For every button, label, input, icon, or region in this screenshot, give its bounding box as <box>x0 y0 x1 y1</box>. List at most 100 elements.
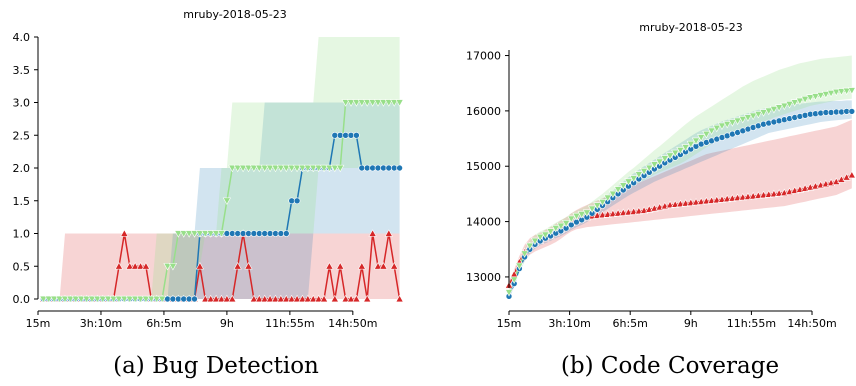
x-tick-label: 9h <box>684 317 698 330</box>
data-point-triangle-down <box>650 161 659 169</box>
data-point-triangle-up <box>842 173 851 181</box>
data-point-triangle-up <box>832 177 841 185</box>
axes: 0.0 0.5 1.0 1.5 2.0 2.5 3.0 3.5 4.0 15m 3h:10m 6h:5… <box>13 31 378 330</box>
data-point-triangle-down <box>357 99 366 107</box>
data-point-triangle-down <box>44 295 53 304</box>
data-point-triangle-down <box>346 99 356 107</box>
x-tick-label: 11h:55m <box>265 317 314 330</box>
data-point-triangle-down <box>158 295 167 304</box>
data-point-triangle-up <box>233 262 242 270</box>
data-point-triangle-up <box>603 210 612 218</box>
data-point-triangle-up <box>228 294 237 303</box>
chart-caption: (b) Code Coverage <box>561 353 779 379</box>
confidence-bands <box>509 55 852 300</box>
data-point-triangle-down <box>287 164 296 173</box>
data-point-triangle-down <box>373 99 383 107</box>
data-point-circle <box>396 164 403 172</box>
y-tick-label: 15000 <box>466 160 501 173</box>
chart-caption: (a) Bug Detection <box>113 353 319 379</box>
data-point-triangle-up <box>249 294 258 303</box>
confidence-band-triangle-up <box>43 233 400 299</box>
chart-title: mruby-2018-05-23 <box>639 21 742 34</box>
data-point-triangle-down <box>712 124 721 133</box>
data-point-triangle-up <box>759 190 768 199</box>
data-point-triangle-up <box>287 294 296 303</box>
data-point-triangle-down <box>697 134 706 142</box>
data-point-triangle-down <box>195 230 205 238</box>
data-point-triangle-down <box>71 295 80 304</box>
data-point-triangle-down <box>93 295 102 304</box>
data-point-triangle-down <box>769 106 779 114</box>
data-point-triangle-up <box>395 294 404 303</box>
data-point-triangle-down <box>66 295 75 304</box>
data-point-triangle-down <box>336 164 345 173</box>
data-point-circle <box>353 132 360 139</box>
data-point-triangle-down <box>125 295 134 304</box>
y-tick-label: 0.0 <box>13 293 31 306</box>
data-point-triangle-down <box>152 295 161 304</box>
data-point-triangle-up <box>255 294 264 303</box>
data-point-circle <box>282 230 290 237</box>
data-point-triangle-down <box>619 182 628 190</box>
data-point-triangle-down <box>222 197 232 205</box>
data-point-triangle-down <box>660 155 669 163</box>
data-point-triangle-down <box>98 295 107 304</box>
data-point-triangle-down <box>562 220 571 228</box>
chart-title: mruby-2018-05-23 <box>183 8 286 21</box>
data-point-triangle-down <box>780 102 789 111</box>
data-point-triangle-down <box>723 120 732 129</box>
data-point-triangle-up <box>608 209 618 218</box>
confidence-band-triangle-down <box>509 55 852 297</box>
data-point-triangle-down <box>39 295 48 304</box>
y-tick-label: 17000 <box>466 50 501 63</box>
data-point-triangle-up <box>379 262 388 270</box>
data-point-triangle-down <box>136 295 145 304</box>
data-point-triangle-up <box>769 189 779 198</box>
data-point-triangle-down <box>510 276 519 284</box>
data-point-triangle-up <box>201 294 210 303</box>
data-point-triangle-down <box>686 140 695 149</box>
data-point-triangle-down <box>743 114 753 122</box>
data-point-triangle-down <box>556 222 566 231</box>
y-tick-label: 13000 <box>466 271 501 284</box>
data-point-triangle-up <box>346 294 356 303</box>
data-point-triangle-up <box>217 294 226 303</box>
code-coverage-panel: mruby-2018-05-23 13000 14000 15000 16000 170… <box>466 21 856 379</box>
data-point-triangle-down <box>244 164 253 173</box>
data-point-triangle-down <box>147 295 156 304</box>
data-point-triangle-down <box>384 99 393 107</box>
confidence-band-circle <box>509 100 852 300</box>
data-point-triangle-down <box>60 295 70 304</box>
data-point-triangle-up <box>733 193 742 201</box>
data-point-triangle-up <box>691 197 701 206</box>
data-point-triangle-up <box>309 294 318 303</box>
data-point-triangle-down <box>821 91 830 99</box>
data-point-triangle-down <box>233 164 242 173</box>
data-point-triangle-down <box>691 137 701 145</box>
data-point-triangle-up <box>120 229 129 237</box>
x-tick-label: 14h:50m <box>787 317 836 330</box>
data-point-circle <box>169 295 177 303</box>
data-point-triangle-up <box>676 199 685 208</box>
data-point-triangle-up <box>384 229 393 237</box>
data-point-triangle-down <box>738 116 747 124</box>
y-tick-label: 14000 <box>466 216 501 229</box>
data-point-triangle-down <box>775 104 784 112</box>
data-point-triangle-down <box>707 127 716 136</box>
data-point-triangle-down <box>190 230 199 238</box>
data-point-triangle-down <box>303 164 312 173</box>
data-point-triangle-down <box>341 99 350 107</box>
data-point-triangle-down <box>87 295 97 304</box>
y-tick-label: 0.5 <box>13 260 31 273</box>
data-point-triangle-up <box>276 294 285 303</box>
data-point-triangle-down <box>504 289 514 297</box>
data-point-triangle-up <box>723 194 732 203</box>
data-point-triangle-down <box>325 164 334 173</box>
data-point-triangle-up <box>260 294 269 303</box>
data-point-triangle-down <box>185 230 194 238</box>
data-point-triangle-up <box>390 262 399 270</box>
data-point-triangle-down <box>811 93 820 101</box>
data-point-triangle-down <box>681 144 690 152</box>
data-point-triangle-up <box>131 262 140 270</box>
data-point-triangle-down <box>363 99 372 107</box>
